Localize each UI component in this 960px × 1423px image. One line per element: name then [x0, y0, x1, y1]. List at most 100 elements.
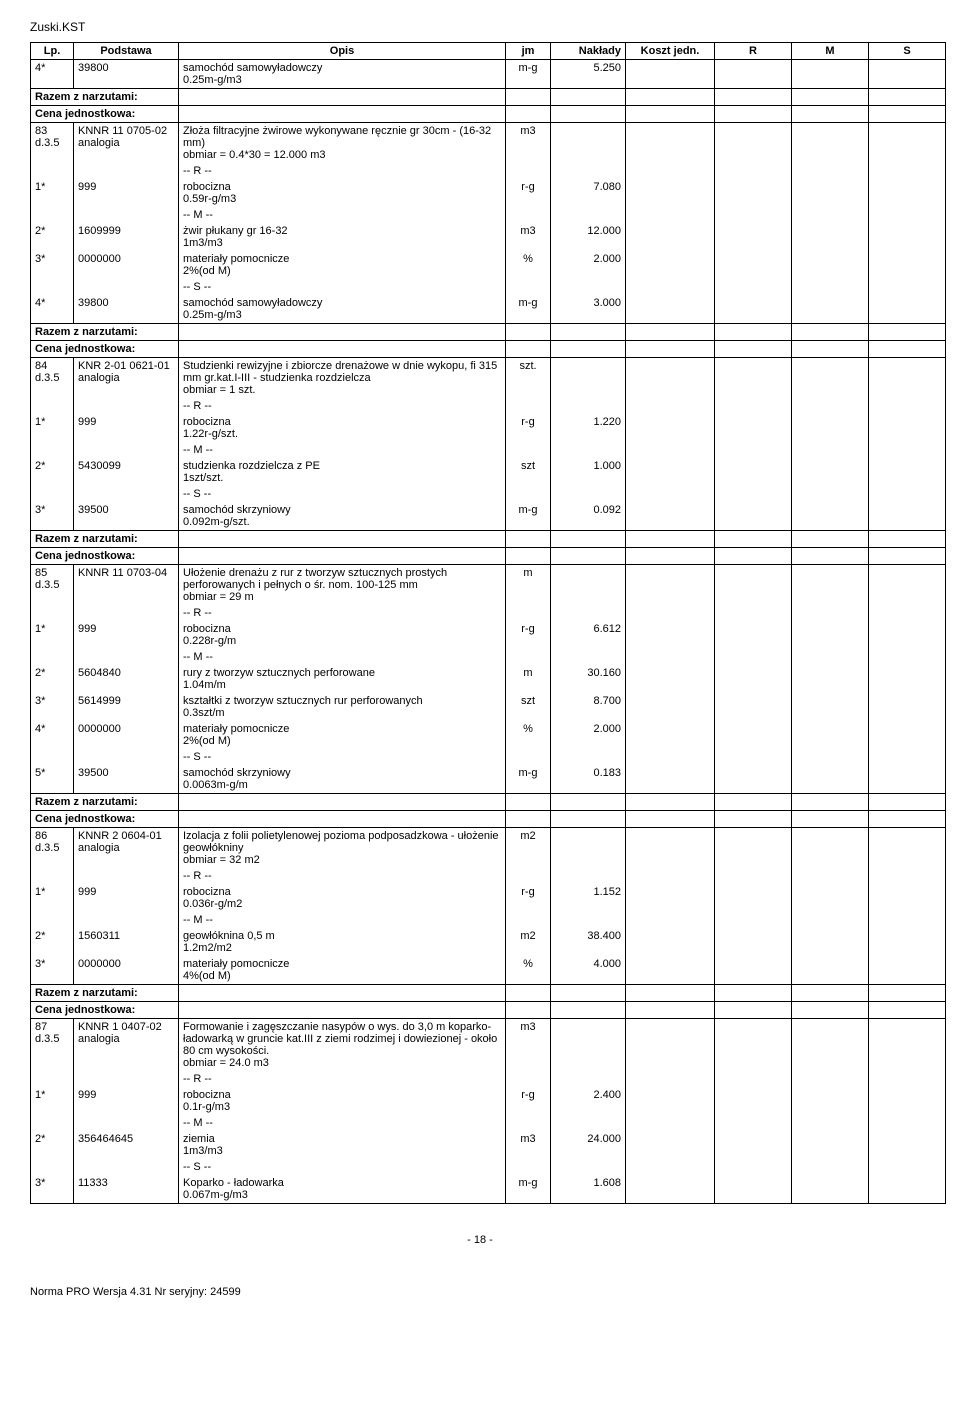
cell-kj	[626, 486, 715, 502]
cell-pod	[74, 649, 179, 665]
cell-m	[792, 928, 869, 956]
cell-s	[869, 721, 946, 749]
cell-jm: r-g	[506, 179, 551, 207]
cell-kj	[626, 358, 715, 399]
cell-lp: 4*	[31, 60, 74, 89]
cell-lp	[31, 207, 74, 223]
cell-pod	[74, 1071, 179, 1087]
table-row: 1*999robocizna1.22r-g/szt.r-g1.220	[31, 414, 946, 442]
section-label: Cena jednostkowa:	[31, 1002, 179, 1019]
cell-lp: 1*	[31, 414, 74, 442]
cell-nak: 5.250	[551, 60, 626, 89]
table-row: Razem z narzutami:	[31, 794, 946, 811]
cell-opis: samochód samowyładowczy0.25m-g/m3	[179, 60, 506, 89]
cell-s	[869, 60, 946, 89]
cell-kj	[626, 1175, 715, 1204]
cell-m	[792, 458, 869, 486]
table-row: -- M --	[31, 207, 946, 223]
cell-nak	[551, 207, 626, 223]
col-r: R	[715, 43, 792, 60]
cell-s	[869, 1159, 946, 1175]
cell-jm: szt	[506, 693, 551, 721]
table-row: 3*5614999kształtki z tworzyw sztucznych …	[31, 693, 946, 721]
cell-s	[869, 251, 946, 279]
cell-s	[869, 1087, 946, 1115]
cell-nak	[551, 163, 626, 179]
cell-m	[792, 398, 869, 414]
cell-jm: m-g	[506, 60, 551, 89]
cell-r	[715, 565, 792, 606]
cell-r	[715, 414, 792, 442]
cell-jm	[506, 605, 551, 621]
cell-kj	[626, 179, 715, 207]
cell-s	[869, 621, 946, 649]
cell-jm: m	[506, 665, 551, 693]
cell-pod: 39800	[74, 295, 179, 324]
cell-s	[869, 884, 946, 912]
cell-lp: 87d.3.5	[31, 1019, 74, 1072]
table-row: 87d.3.5KNNR 1 0407-02analogiaFormowanie …	[31, 1019, 946, 1072]
cell-lp	[31, 279, 74, 295]
cell-r	[715, 60, 792, 89]
cell-lp: 2*	[31, 223, 74, 251]
cell-kj	[626, 442, 715, 458]
cell-m	[792, 749, 869, 765]
cell-kj	[626, 458, 715, 486]
cell-opis: -- S --	[179, 1159, 506, 1175]
cell-kj	[626, 956, 715, 985]
cell-kj	[626, 868, 715, 884]
cell-lp: 3*	[31, 1175, 74, 1204]
cell-pod: KNR 2-01 0621-01analogia	[74, 358, 179, 399]
cell-lp	[31, 649, 74, 665]
cell-nak: 38.400	[551, 928, 626, 956]
cell-r	[715, 358, 792, 399]
cell-s	[869, 1019, 946, 1072]
cell-m	[792, 565, 869, 606]
cell-nak: 2.000	[551, 251, 626, 279]
cell-m	[792, 605, 869, 621]
cell-jm	[506, 912, 551, 928]
cell-opis: geowłóknina 0,5 m1.2m2/m2	[179, 928, 506, 956]
cell-m	[792, 1019, 869, 1072]
col-nak: Nakłady	[551, 43, 626, 60]
cell-m	[792, 956, 869, 985]
cell-kj	[626, 621, 715, 649]
cell-r	[715, 693, 792, 721]
cell-jm: m3	[506, 1019, 551, 1072]
cell-nak	[551, 868, 626, 884]
cell-pod: 5430099	[74, 458, 179, 486]
cell-jm: m3	[506, 1131, 551, 1159]
cell-m	[792, 1087, 869, 1115]
cell-kj	[626, 251, 715, 279]
cell-opis: Ułożenie drenażu z rur z tworzyw sztuczn…	[179, 565, 506, 606]
cell-m	[792, 486, 869, 502]
cell-jm	[506, 868, 551, 884]
cell-r	[715, 207, 792, 223]
table-row: Cena jednostkowa:	[31, 1002, 946, 1019]
cell-lp	[31, 1159, 74, 1175]
cell-lp	[31, 1071, 74, 1087]
section-label: Cena jednostkowa:	[31, 106, 179, 123]
cell-opis: robocizna1.22r-g/szt.	[179, 414, 506, 442]
col-opis: Opis	[179, 43, 506, 60]
cell-s	[869, 502, 946, 531]
cell-nak: 2.000	[551, 721, 626, 749]
cell-jm	[506, 163, 551, 179]
cell-jm	[506, 1071, 551, 1087]
cell-lp: 2*	[31, 665, 74, 693]
table-row: -- R --	[31, 398, 946, 414]
cell-kj	[626, 605, 715, 621]
cell-r	[715, 649, 792, 665]
section-label: Razem z narzutami:	[31, 794, 179, 811]
cell-s	[869, 765, 946, 794]
cell-r	[715, 765, 792, 794]
cell-nak: 1.220	[551, 414, 626, 442]
cell-s	[869, 279, 946, 295]
cell-lp	[31, 749, 74, 765]
cell-nak: 7.080	[551, 179, 626, 207]
cell-s	[869, 649, 946, 665]
cell-m	[792, 179, 869, 207]
cell-s	[869, 828, 946, 869]
cell-r	[715, 1115, 792, 1131]
cell-r	[715, 1019, 792, 1072]
